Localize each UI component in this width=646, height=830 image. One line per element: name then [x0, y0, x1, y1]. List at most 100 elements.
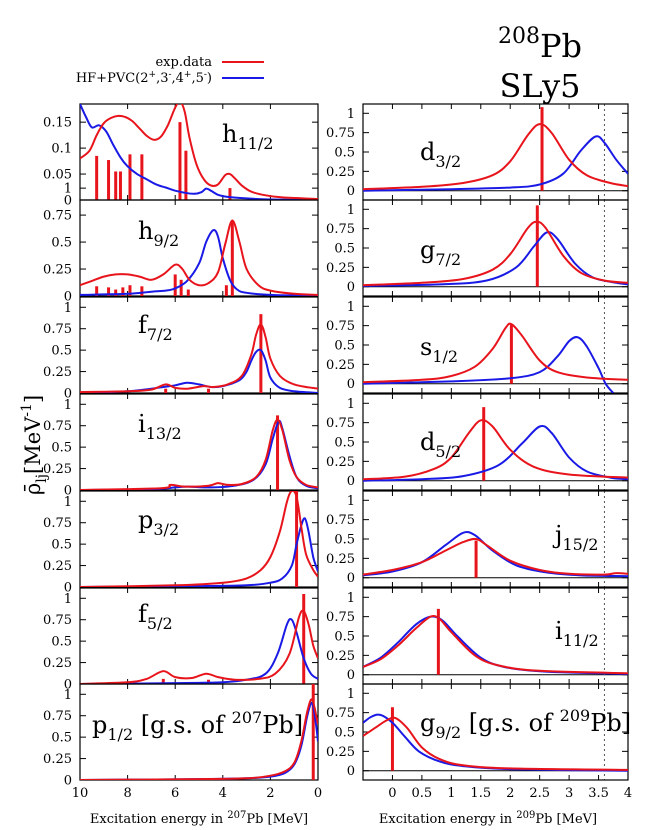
legend-label-theory: HF+PVC(2+,3-,4+,5-) — [76, 70, 212, 86]
left-panel-6-ytick-label-3: 0.75 — [43, 709, 72, 724]
left-panel-6-ytick-label-2: 0.5 — [51, 731, 72, 746]
chart-title-functional: SLy5 — [499, 67, 580, 105]
left-panel-2-state-label: f7/2 — [138, 311, 173, 344]
right-panel-3-ytick-label-0: 0 — [347, 474, 355, 489]
right-panel-2-exp-curve — [363, 322, 628, 384]
right-panel-1: 0 0.25 0.5 0.75 1 g7/2 — [326, 199, 629, 297]
left-panel-2-ytick-label-0: 0 — [64, 387, 72, 402]
left-panel-5-theory-curve — [80, 617, 318, 684]
right-panel-1-state-l: g — [420, 236, 435, 264]
y-axis-label-sup: -1 — [19, 403, 35, 417]
right-panel-2: 0 0.25 0.5 0.75 1 s1/2 — [326, 296, 629, 394]
left-panel-1-ytick-label-3: 0.75 — [43, 209, 72, 224]
left-panel-6-state-note: [g.s. of — [133, 711, 232, 739]
right-panel-4-ytick-label-0: 0 — [347, 571, 355, 586]
left-panel-4-ytick-label-2: 0.5 — [51, 538, 72, 553]
y-axis-label: ρ̄lj[MeV-1] — [19, 395, 50, 495]
left-panel-1-frame — [79, 199, 319, 297]
right-panel-0-frame — [362, 103, 629, 201]
right-panel-6-ytick-label-0: 0 — [347, 764, 355, 779]
left-panel-0-state-label: h11/2 — [222, 120, 273, 153]
right-panel-5: 0 0.25 0.5 0.75 1 i11/2 — [326, 587, 629, 685]
left-panel-1-theory-curve — [80, 229, 318, 296]
left-panel-4-frame — [79, 490, 319, 588]
left-panel-3-ytick-label-0: 0 — [64, 484, 72, 499]
legend-label-exp: exp.data — [155, 55, 212, 70]
right-panel-4-exp-curve — [363, 537, 628, 576]
left-panel-3-state-l: i — [138, 410, 146, 438]
right-panel-0-ytick-label-1: 0.25 — [326, 165, 355, 180]
left-panel-3-exp-curve — [80, 418, 318, 490]
legend: exp.data HF+PVC(2+,3-,4+,5-) — [76, 55, 264, 86]
right-xtick-label-4: 2 — [506, 786, 514, 801]
left-panel-6-state-note-sup: 207 — [232, 708, 263, 727]
right-panel-3-ytick-label-3: 0.75 — [326, 416, 355, 431]
right-panel-0: 0 0.25 0.5 0.75 1 d3/2 — [326, 103, 629, 201]
left-panel-1-state-j: 9/2 — [153, 231, 179, 250]
right-panel-2-ytick-label-3: 0.75 — [326, 319, 355, 334]
right-panel-1-state-label: g7/2 — [420, 236, 461, 269]
left-x-axis-label: Excitation energy in 207Pb [MeV] — [90, 810, 308, 827]
left-panel-4-ytick-label-3: 0.75 — [43, 516, 72, 531]
left-panel-0-ytick-label-0: 0 — [64, 194, 72, 209]
left-panel-2-frame — [79, 296, 319, 394]
right-panel-4-state-j: 15/2 — [562, 535, 598, 554]
left-panel-5-ytick-label-4: 1 — [64, 592, 72, 607]
left-panel-1-ytick-label-4: 1 — [64, 182, 72, 197]
right-panel-0-exp-curve — [363, 123, 628, 191]
left-panel-3-state-label: i13/2 — [138, 410, 182, 443]
right-panel-5-ytick-label-4: 1 — [347, 591, 355, 606]
left-panel-0: 0 0.05 0.1 0.15 h11/2 — [43, 103, 319, 209]
right-panel-3-ytick-label-4: 1 — [347, 397, 355, 412]
left-panel-6-ytick-label-1: 0.25 — [43, 752, 72, 767]
right-panel-5-state-j: 11/2 — [563, 631, 599, 650]
right-panel-3-state-j: 5/2 — [435, 442, 461, 461]
right-panel-4-ytick-label-4: 1 — [347, 494, 355, 509]
left-panel-5-ytick-label-2: 0.5 — [51, 635, 72, 650]
right-panel-2-ytick-label-2: 0.5 — [334, 339, 355, 354]
right-panel-1-ytick-label-2: 0.5 — [334, 242, 355, 257]
left-panel-1-ytick-label-0: 0 — [64, 290, 72, 305]
right-panel-2-state-l: s — [420, 333, 432, 361]
left-panel-3-state-j: 13/2 — [146, 424, 182, 443]
left-xtick-label-5: 0 — [314, 786, 322, 801]
left-panel-0-exp-curve — [80, 104, 318, 200]
right-panel-2-ytick-label-4: 1 — [347, 300, 355, 315]
left-panel-5-ytick-label-3: 0.75 — [43, 613, 72, 628]
left-panel-5-state-l: f — [138, 600, 149, 628]
right-panel-4-state-l: j — [552, 521, 562, 549]
y-axis-label-rho: ρ̄ — [21, 483, 45, 495]
left-panel-6-ytick-label-0: 0 — [64, 774, 72, 789]
y-axis-label-close: ] — [21, 395, 45, 403]
left-panel-3-ytick-label-3: 0.75 — [43, 419, 72, 434]
right-panel-5-ytick-label-2: 0.5 — [334, 630, 355, 645]
left-xtick-label-4: 2 — [266, 786, 274, 801]
right-panel-6-exp-curve — [363, 716, 628, 771]
right-panel-6-ytick-label-2: 0.5 — [334, 726, 355, 741]
right-panel-1-frame — [362, 199, 629, 297]
left-panel-2: 0 0.25 0.5 0.75 1 f7/2 — [43, 296, 319, 402]
left-panel-0-ytick-label-1: 0.05 — [43, 168, 72, 183]
left-panel-4-exp-curve — [80, 491, 318, 587]
right-xtick-label-1: 0.5 — [412, 786, 433, 801]
left-panel-4-state-label: p3/2 — [138, 506, 179, 539]
right-panel-1-theory-curve — [363, 231, 628, 287]
right-panel-2-state-label: s1/2 — [420, 333, 458, 366]
right-panel-6-ytick-label-4: 1 — [347, 687, 355, 702]
left-panel-4-ytick-label-4: 1 — [64, 495, 72, 510]
right-xtick-label-5: 2.5 — [529, 786, 550, 801]
left-panel-0-ytick-label-3: 0.15 — [43, 116, 72, 131]
right-panel-1-ytick-label-4: 1 — [347, 203, 355, 218]
left-panel-0-state-l: h — [222, 120, 237, 148]
right-panel-0-state-label: d3/2 — [420, 138, 461, 171]
right-panel-2-ytick-label-0: 0 — [347, 377, 355, 392]
right-xtick-label-6: 3 — [565, 786, 573, 801]
right-panel-6-ytick-label-3: 0.75 — [326, 706, 355, 721]
right-panel-4: 0 0.25 0.5 0.75 1 j15/2 — [326, 490, 629, 588]
right-xtick-label-2: 1 — [447, 786, 455, 801]
right-panel-5-state-l: i — [555, 617, 563, 645]
right-panel-6-state-l: g — [420, 709, 435, 737]
left-panel-1-state-label: h9/2 — [138, 217, 179, 250]
left-panel-6-state-l: p — [92, 711, 107, 739]
right-panel-2-ytick-label-1: 0.25 — [326, 358, 355, 373]
